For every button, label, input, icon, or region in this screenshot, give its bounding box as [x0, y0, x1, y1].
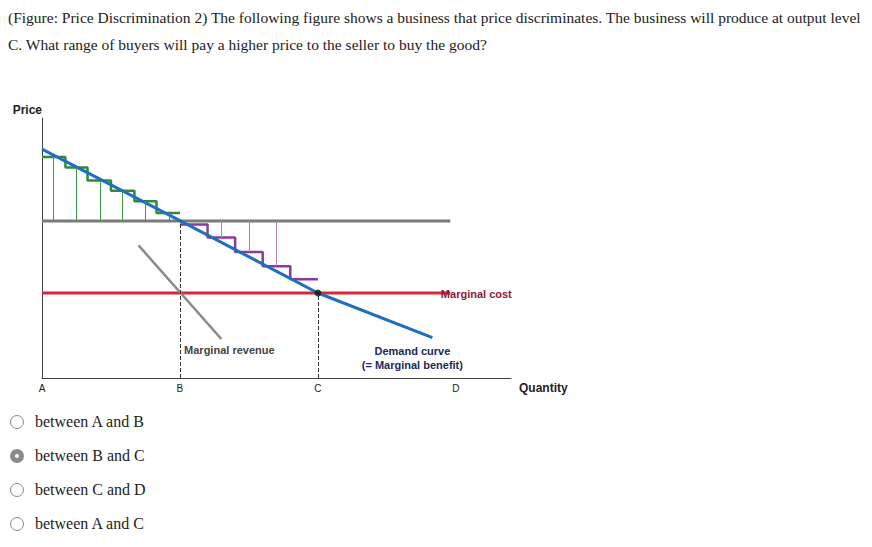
svg-text:C: C [314, 383, 321, 394]
html-text:between A and C: between A and C [35, 515, 144, 532]
svg-text:Price: Price [13, 103, 43, 117]
svg-text:(= Marginal benefit): (= Marginal benefit) [362, 359, 463, 371]
html-text:between C and D: between C and D [35, 481, 146, 498]
svg-text:B: B [177, 383, 184, 394]
svg-text:A: A [39, 383, 46, 394]
html-text:(Figure: Price Discrimination: (Figure: Price Discrimination 2) The fol… [8, 9, 861, 53]
svg-text:Marginal revenue: Marginal revenue [184, 344, 274, 356]
svg-text:Demand curve: Demand curve [374, 345, 450, 357]
svg-text:D: D [452, 383, 459, 394]
html-text:between B and C: between B and C [35, 447, 145, 464]
svg-text:Marginal cost: Marginal cost [441, 288, 512, 300]
html-text:between A and B: between A and B [35, 413, 144, 430]
svg-text:Quantity: Quantity [519, 381, 568, 395]
